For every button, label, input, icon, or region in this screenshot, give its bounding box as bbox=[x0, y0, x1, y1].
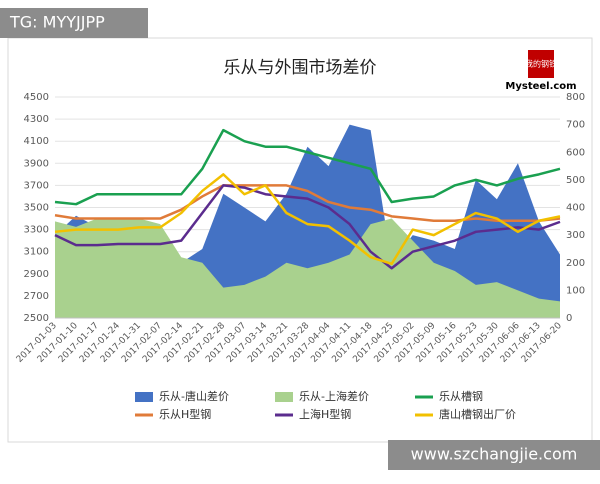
watermark-box bbox=[0, 8, 148, 38]
legend-swatch bbox=[135, 392, 153, 402]
logo: Mysteel.com bbox=[505, 81, 576, 92]
legend-label: 上海H型钢 bbox=[299, 407, 351, 421]
y2-tick-label: 800 bbox=[566, 92, 585, 103]
y-tick-label: 2500 bbox=[24, 313, 49, 324]
y-tick-label: 4100 bbox=[24, 136, 49, 147]
logo-mark bbox=[528, 50, 554, 78]
y-tick-label: 3500 bbox=[24, 203, 49, 214]
y-tick-label: 4500 bbox=[24, 92, 49, 103]
line bbox=[54, 184, 561, 223]
y-tick-label: 3900 bbox=[24, 158, 49, 169]
y2-tick-label: 500 bbox=[566, 175, 585, 186]
legend-label: 唐山槽钢出厂价 bbox=[439, 407, 516, 421]
y-tick-label: 3100 bbox=[24, 247, 49, 258]
y2-tick-label: 0 bbox=[566, 313, 572, 324]
y2-tick-label: 300 bbox=[566, 230, 585, 241]
legend-label: 乐从槽钢 bbox=[439, 390, 483, 403]
y-tick-label: 3700 bbox=[24, 180, 49, 191]
y-tick-label: 4300 bbox=[24, 114, 49, 125]
watermark: TG: MYYJJPP bbox=[9, 13, 105, 32]
legend-label: 乐从-唐山差价 bbox=[159, 389, 229, 403]
legend-label: 乐从H型钢 bbox=[159, 407, 211, 421]
y2-tick-label: 600 bbox=[566, 147, 585, 158]
y2-tick-label: 700 bbox=[566, 120, 585, 131]
watermark: www.szchangjie.com bbox=[411, 445, 578, 464]
watermark-box bbox=[388, 440, 600, 470]
y2-tick-label: 400 bbox=[566, 203, 585, 214]
line bbox=[54, 173, 561, 266]
legend-swatch bbox=[275, 392, 293, 402]
y2-tick-label: 100 bbox=[566, 285, 585, 296]
y2-tick-label: 200 bbox=[566, 258, 585, 269]
logo: 我的钢铁 bbox=[525, 59, 557, 69]
y-tick-label: 3300 bbox=[24, 225, 49, 236]
chart-title: 乐从与外围市场差价 bbox=[224, 58, 377, 78]
legend-label: 乐从-上海差价 bbox=[299, 389, 369, 403]
line bbox=[54, 184, 561, 270]
y-tick-label: 2900 bbox=[24, 269, 49, 280]
y-tick-label: 2700 bbox=[24, 291, 49, 302]
area bbox=[55, 218, 560, 318]
line bbox=[54, 128, 561, 206]
